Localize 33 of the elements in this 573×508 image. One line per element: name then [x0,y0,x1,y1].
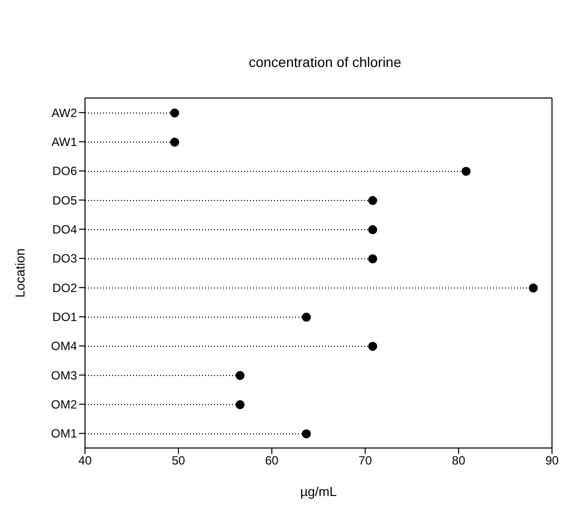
y-tick-label: OM2 [50,398,78,412]
y-axis-title: Location [12,248,28,298]
point [236,371,245,380]
point [170,138,180,147]
y-tick-label: OM4 [50,339,78,354]
x-tick-label: 80 [452,454,466,468]
y-tick-label: DO1 [52,310,78,324]
point [302,429,311,438]
y-tick-label: AW2 [51,106,78,120]
y-tick-label: DO2 [52,280,78,295]
point [368,342,378,351]
x-tick-label: 90 [545,454,559,468]
point [528,284,538,292]
x-axis-title: µg/mL [300,484,337,499]
x-tick-label: 70 [358,454,372,468]
x-tick-label: 60 [265,454,279,468]
chart-title: concentration of chlorine [248,54,402,70]
point [368,254,378,264]
y-tick-label: AW1 [51,135,78,150]
x-tick-label: 40 [78,454,92,468]
y-tick-label: DO3 [52,252,78,266]
point [170,108,180,118]
y-tick-label: OM1 [50,426,78,441]
y-tick-label: DO5 [52,193,78,208]
y-tick-label: OM3 [50,368,78,382]
point [236,400,245,410]
x-tick-label: 50 [172,454,186,468]
y-tick-label: DO4 [52,222,78,237]
point [368,196,378,205]
point [302,312,311,322]
point [462,166,471,176]
y-tick-label: DO6 [52,164,78,178]
point [368,225,378,234]
